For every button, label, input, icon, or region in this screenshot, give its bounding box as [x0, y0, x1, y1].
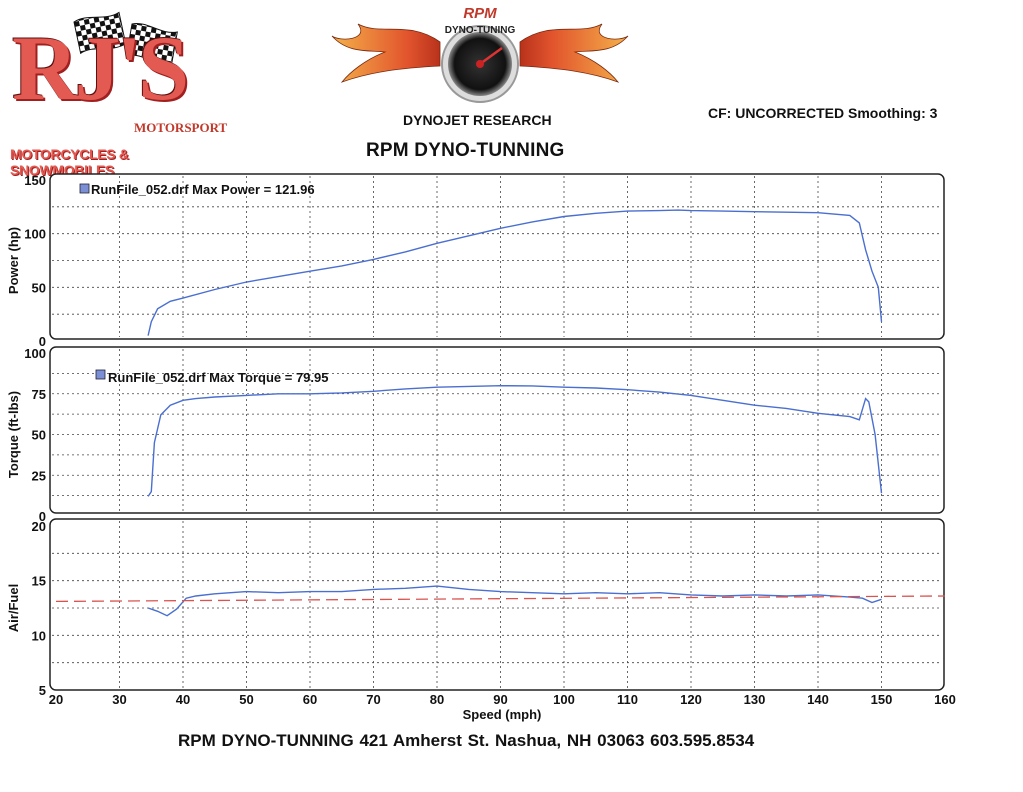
y-axis-label: Air/Fuel [6, 584, 21, 632]
x-axis-label: Speed (mph) [463, 707, 542, 722]
chart-panel-2: 0 25 50 75 100 Torque (ft-lbs) RunFile_052.drf… [6, 346, 945, 524]
series-line [147, 209, 883, 336]
chart-panel-3: 5 10 15 20 Air/Fuel [6, 518, 946, 698]
legend-swatch-icon [95, 369, 106, 380]
y-tick-label: 100 [24, 227, 46, 242]
y-tick-label: 20 [32, 519, 46, 534]
legend-label: RunFile_052.drf Max Torque = 79.95 [108, 370, 328, 385]
y-tick-label: 50 [32, 280, 46, 295]
x-tick-label: 130 [744, 692, 766, 707]
x-tick-label: 100 [553, 692, 575, 707]
flame-gauge-icon: RPM DYNO-TUNING [331, 5, 629, 103]
x-tick-label: 70 [366, 692, 380, 707]
y-tick-label: 25 [32, 468, 46, 483]
y-tick-label: 75 [32, 387, 46, 402]
rjs-motorsport-text: MOTORSPORT [134, 120, 228, 135]
y-tick-label: 150 [24, 173, 46, 188]
legend-label: RunFile_052.drf Max Power = 121.96 [91, 182, 315, 197]
x-tick-label: 110 [617, 692, 638, 707]
y-tick-label: 50 [32, 428, 46, 443]
x-tick-label: 50 [239, 692, 253, 707]
footer-address: RPM DYNO-TUNNING 421 Amherst St. Nashua,… [178, 731, 755, 750]
y-axis-label: Power (hp) [6, 227, 21, 294]
afr-reference-line [55, 595, 946, 603]
y-tick-label: 0 [39, 509, 46, 524]
chart-frame [49, 518, 945, 691]
page-title: RPM DYNO-TUNNING [366, 140, 565, 161]
series-line [147, 384, 883, 497]
dynojet-research-label: DYNOJET RESEARCH [403, 112, 552, 128]
series-line [147, 585, 882, 617]
x-tick-label: 120 [680, 692, 702, 707]
y-tick-label: 0 [39, 334, 46, 349]
chart-frame [49, 173, 945, 340]
correction-factor-label: CF: UNCORRECTED Smoothing: 3 [708, 105, 938, 121]
rpm-dyno-tuning-logo: RPM DYNO-TUNING [330, 2, 630, 106]
x-tick-label: 140 [807, 692, 829, 707]
x-tick-label: 20 [49, 692, 63, 707]
y-tick-label: 15 [32, 574, 46, 589]
x-tick-label: 60 [303, 692, 317, 707]
x-tick-label: 40 [176, 692, 190, 707]
x-tick-label: 90 [493, 692, 507, 707]
checkered-flags-icon [73, 11, 178, 65]
rjs-logo-text: RJ'S [12, 17, 189, 119]
x-tick-label: 80 [430, 692, 444, 707]
y-tick-label: 5 [39, 683, 46, 698]
y-tick-label: 10 [32, 628, 46, 643]
rpm-logo-top-text: RPM [463, 5, 497, 22]
x-tick-label: 160 [934, 692, 956, 707]
y-tick-label: 100 [24, 346, 46, 361]
x-tick-label: 150 [871, 692, 893, 707]
legend-swatch-icon [79, 183, 90, 194]
chart-frame [49, 346, 945, 514]
rpm-logo-arc-text: DYNO-TUNING [445, 25, 516, 36]
x-tick-label: 30 [112, 692, 126, 707]
y-axis-label: Torque (ft-lbs) [6, 391, 21, 478]
rjs-motorsport-logo: RJ'S MOTORSPORT MOTORCYCLES & SNOWMOBILE… [4, 8, 234, 178]
chart-panel-1: 0 50 100 150 Power (hp) RunFile_052.drf Max P… [6, 173, 945, 349]
